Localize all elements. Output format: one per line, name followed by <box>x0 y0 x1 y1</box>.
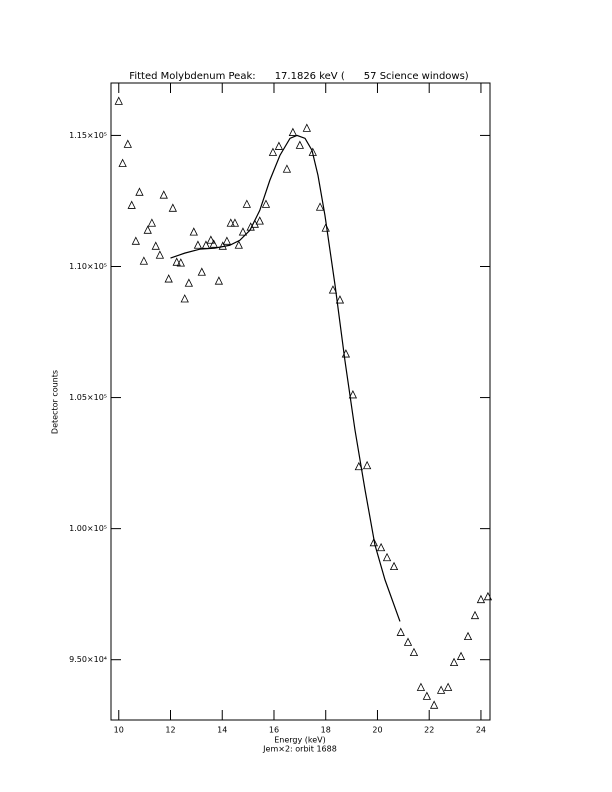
data-point <box>197 267 206 276</box>
data-point <box>483 591 493 601</box>
data-point <box>409 647 419 657</box>
data-point <box>143 225 152 234</box>
data-point <box>159 190 168 199</box>
data-point <box>180 294 189 303</box>
data-point <box>135 187 144 196</box>
data-point <box>302 123 311 132</box>
data-point <box>369 537 378 547</box>
data-point <box>335 295 345 304</box>
x-tick-label: 18 <box>321 726 331 735</box>
x-axis-label: Energy (keV) <box>274 736 326 745</box>
data-point <box>382 552 392 562</box>
data-point <box>242 199 251 208</box>
y-tick-label: 1.15×10⁵ <box>69 131 107 140</box>
data-point <box>155 250 165 259</box>
data-point <box>206 235 216 244</box>
data-point <box>127 200 136 209</box>
data-point <box>238 227 248 236</box>
data-point <box>443 682 453 691</box>
data-point <box>123 139 132 148</box>
data-point <box>246 222 255 231</box>
fit-line <box>170 134 401 622</box>
data-point <box>114 96 123 105</box>
data-point <box>274 141 284 150</box>
x-tick-label: 22 <box>424 726 434 735</box>
plot-frame <box>110 82 491 721</box>
data-point <box>403 637 413 646</box>
data-point <box>172 257 181 266</box>
data-point <box>193 240 203 249</box>
x-tick-label: 12 <box>165 726 175 735</box>
data-point <box>436 685 446 694</box>
data-point <box>422 691 432 700</box>
y-tick-label: 1.05×10⁵ <box>69 393 107 402</box>
y-tick-label: 1.10×10⁵ <box>69 262 107 271</box>
x-tick-label: 10 <box>114 726 124 735</box>
data-point <box>376 542 386 552</box>
data-point <box>416 682 426 691</box>
data-point <box>209 239 218 248</box>
data-point <box>476 594 486 604</box>
data-point <box>456 651 466 660</box>
data-point <box>139 256 149 265</box>
data-point <box>261 199 271 208</box>
data-point <box>226 218 235 227</box>
x-tick-label: 24 <box>476 726 486 735</box>
data-point <box>429 700 439 709</box>
data-point <box>147 218 157 227</box>
data-point <box>201 240 211 249</box>
data-point <box>189 227 198 236</box>
data-point <box>328 285 338 294</box>
data-point <box>214 276 224 285</box>
chart-title: Fitted Molybdenum Peak: 17.1826 keV ( 57… <box>129 71 469 82</box>
data-point <box>321 223 330 232</box>
data-point <box>184 278 194 287</box>
data-point <box>282 164 292 173</box>
data-point <box>268 147 278 156</box>
data-point <box>151 241 160 250</box>
y-axis-label: Detector counts <box>51 370 60 434</box>
subtitle: Jem×2: orbit 1688 <box>262 745 337 754</box>
data-point <box>449 657 459 666</box>
data-point <box>470 610 480 620</box>
data-point <box>230 218 240 227</box>
data-point <box>463 631 473 641</box>
x-tick-label: 14 <box>217 726 227 735</box>
data-point <box>164 274 173 283</box>
data-point <box>222 236 232 245</box>
data-point <box>118 158 127 167</box>
y-tick-label: 9.50×10⁴ <box>69 655 107 664</box>
x-tick-label: 16 <box>269 726 279 735</box>
data-point <box>315 202 325 211</box>
data-point <box>131 236 140 245</box>
data-point <box>389 561 399 571</box>
data-point <box>255 216 264 225</box>
data-point <box>362 460 372 470</box>
y-tick-label: 1.00×10⁵ <box>69 524 107 533</box>
data-point <box>288 127 298 136</box>
data-point <box>348 390 358 399</box>
data-point <box>234 240 243 249</box>
data-point <box>295 140 305 149</box>
data-point <box>176 258 185 267</box>
data-point <box>396 627 405 636</box>
x-tick-label: 20 <box>372 726 382 735</box>
data-point <box>168 203 177 212</box>
